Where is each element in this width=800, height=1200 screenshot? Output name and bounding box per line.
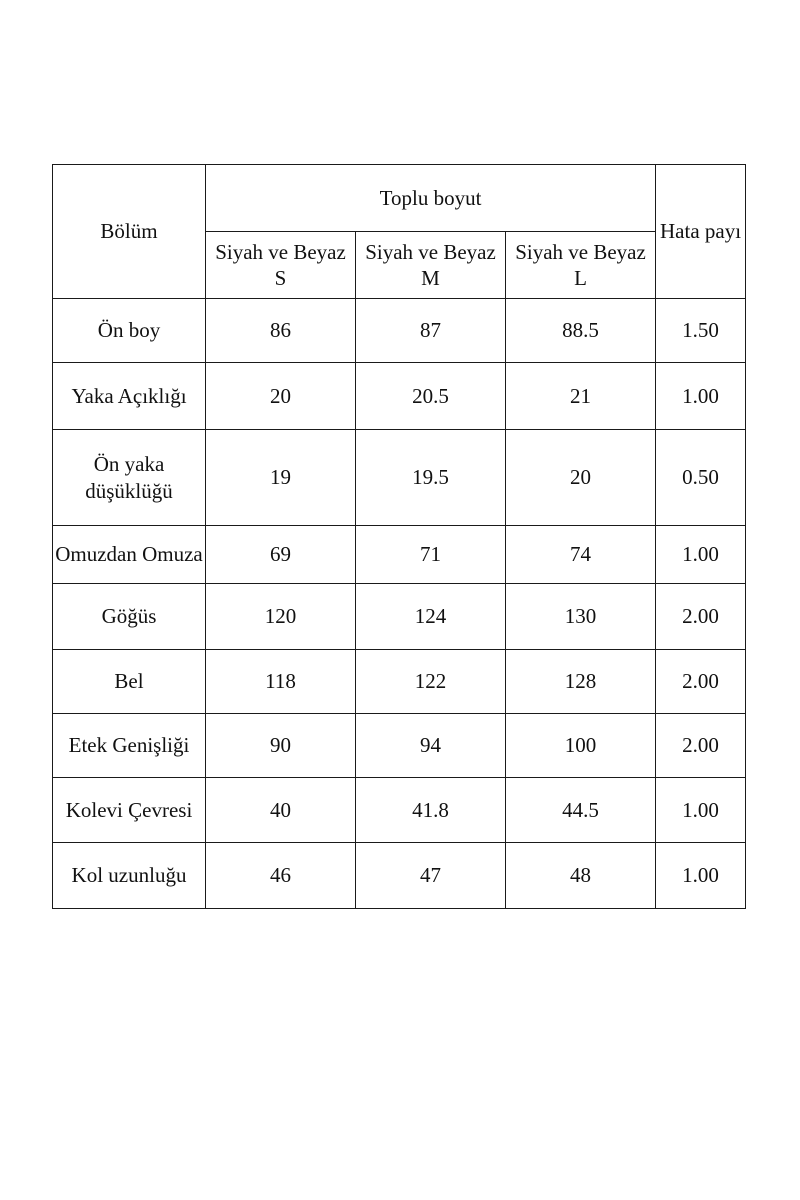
row-value-l: 48	[504, 842, 657, 909]
row-tolerance: 2.00	[655, 649, 747, 714]
row-value-l: 88.5	[504, 298, 657, 363]
row-value-s: 20	[205, 362, 356, 430]
row-value-l: 130	[504, 583, 657, 650]
row-tolerance: 2.00	[655, 583, 747, 650]
header-size-color: Siyah ve Beyaz	[515, 239, 646, 264]
row-part: Kolevi Çevresi	[52, 777, 206, 843]
table-row: Omuzdan Omuza 69 71 74 1.00	[52, 525, 747, 584]
row-value-l: 44.5	[504, 777, 657, 843]
row-value-l: 74	[504, 525, 657, 584]
table-row: Yaka Açıklığı 20 20.5 21 1.00	[52, 362, 747, 430]
row-value-m: 71	[355, 525, 506, 584]
header-tolerance: Hata payı	[655, 164, 747, 299]
row-value-m: 87	[355, 298, 506, 363]
row-value-s: 120	[205, 583, 356, 650]
table-row: Bel 118 122 128 2.00	[52, 649, 747, 714]
table-row: Kolevi Çevresi 40 41.8 44.5 1.00	[52, 777, 747, 843]
row-value-m: 20.5	[355, 362, 506, 430]
header-row-sizes: Siyah ve Beyaz S Siyah ve Beyaz M Siyah …	[53, 231, 746, 299]
row-value-s: 19	[205, 429, 356, 526]
row-value-l: 128	[504, 649, 657, 714]
row-part: Etek Genişliği	[52, 713, 206, 778]
row-value-s: 69	[205, 525, 356, 584]
row-tolerance: 0.50	[655, 429, 747, 526]
table-row: Kol uzunluğu 46 47 48 1.00	[52, 842, 747, 909]
row-value-l: 100	[504, 713, 657, 778]
row-value-s: 46	[205, 842, 356, 909]
header-size-label: L	[574, 266, 587, 290]
row-value-m: 94	[355, 713, 506, 778]
row-tolerance: 1.50	[655, 298, 747, 363]
row-value-m: 124	[355, 583, 506, 650]
row-part: Bel	[52, 649, 206, 714]
row-part: Omuzdan Omuza	[52, 525, 206, 584]
row-value-s: 90	[205, 713, 356, 778]
row-value-m: 41.8	[355, 777, 506, 843]
header-row-top: Bölüm Toplu boyut Hata payı	[52, 164, 747, 299]
row-value-m: 47	[355, 842, 506, 909]
header-size-label: S	[274, 266, 287, 290]
row-value-l: 20	[504, 429, 657, 526]
row-part: Yaka Açıklığı	[52, 362, 206, 430]
row-part: Ön yaka düşüklüğü	[52, 429, 206, 526]
row-part: Kol uzunluğu	[52, 842, 206, 909]
header-size-label: M	[421, 266, 440, 290]
row-value-m: 122	[355, 649, 506, 714]
table-row: Etek Genişliği 90 94 100 2.00	[52, 713, 747, 778]
row-tolerance: 2.00	[655, 713, 747, 778]
size-chart-table: Bölüm Toplu boyut Hata payı Siyah ve Bey…	[52, 164, 747, 909]
row-tolerance: 1.00	[655, 777, 747, 843]
header-part: Bölüm	[52, 164, 206, 299]
header-group: Toplu boyut	[204, 164, 657, 232]
row-tolerance: 1.00	[655, 525, 747, 584]
row-part: Ön boy	[52, 298, 206, 363]
table-row: Ön boy 86 87 88.5 1.50	[52, 298, 747, 363]
header-size-color: Siyah ve Beyaz	[365, 239, 496, 264]
row-tolerance: 1.00	[655, 362, 747, 430]
header-size-color: Siyah ve Beyaz	[215, 239, 346, 264]
header-size-l: Siyah ve Beyaz L	[504, 231, 657, 299]
table-row: Ön yaka düşüklüğü 19 19.5 20 0.50	[52, 429, 747, 526]
header-size-s: Siyah ve Beyaz S	[205, 231, 356, 299]
row-tolerance: 1.00	[655, 842, 747, 909]
row-value-s: 86	[205, 298, 356, 363]
row-part: Göğüs	[52, 583, 206, 650]
table-row: Göğüs 120 124 130 2.00	[52, 583, 747, 650]
row-value-l: 21	[504, 362, 657, 430]
row-value-s: 40	[205, 777, 356, 843]
row-value-m: 19.5	[355, 429, 506, 526]
header-size-m: Siyah ve Beyaz M	[355, 231, 506, 299]
row-value-s: 118	[205, 649, 356, 714]
